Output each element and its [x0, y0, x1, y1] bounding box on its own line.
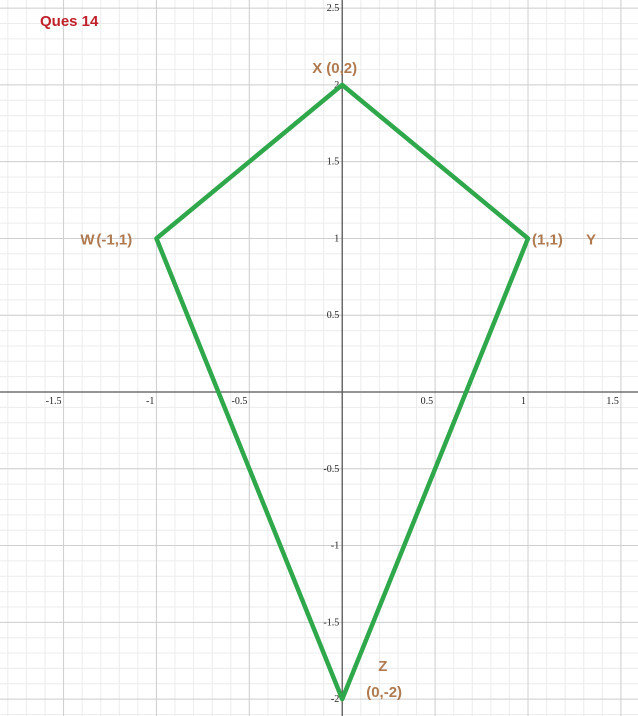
x-tick-label: 0.5 — [421, 396, 434, 407]
vertex-label: (1,1) — [532, 231, 563, 248]
x-tick-label: -1 — [146, 396, 154, 407]
vertex-label: (0,-2) — [366, 684, 402, 701]
y-tick-label: -1.5 — [323, 617, 339, 628]
y-tick-label: 2.5 — [327, 3, 340, 14]
chart-title: Ques 14 — [40, 13, 99, 30]
y-tick-label: -0.5 — [323, 464, 339, 475]
marks: X (0,2) Y (1,1) Z (0,-2) W (-1,1) — [80, 60, 596, 702]
y-tick-label: -1 — [331, 541, 339, 552]
kite-outline — [154, 82, 531, 702]
x-tick-label: -1.5 — [46, 396, 62, 407]
vertex-name: X — [312, 60, 322, 77]
x-tick-label: 1.5 — [606, 396, 619, 407]
y-tick-label: 1 — [334, 233, 339, 244]
vertex-label: (0,2) — [326, 60, 357, 77]
vertex-name: W — [80, 231, 95, 248]
y-tick-label: 2 — [334, 80, 339, 91]
vertex-label: (-1,1) — [96, 231, 132, 248]
vertex-name: Y — [586, 231, 596, 248]
x-tick-label: -0.5 — [231, 396, 247, 407]
vertex-name: Z — [378, 658, 387, 675]
y-tick-label: 1.5 — [327, 157, 340, 168]
x-tick-label: 1 — [521, 396, 526, 407]
y-tick-label: -2 — [331, 694, 339, 705]
y-tick-label: 0.5 — [327, 310, 340, 321]
